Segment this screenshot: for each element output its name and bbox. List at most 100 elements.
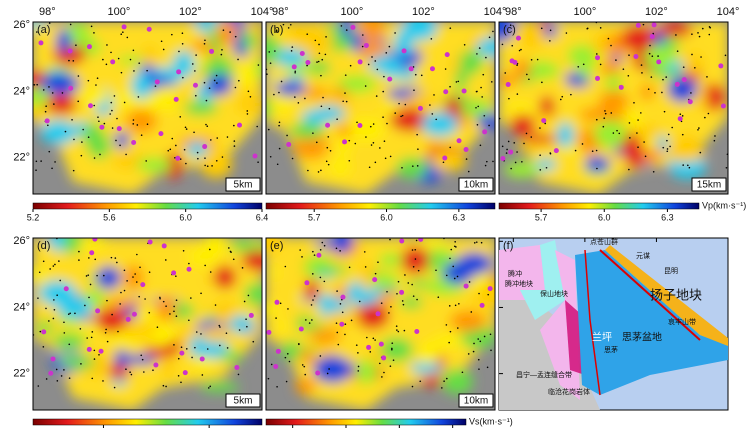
- anomaly: [621, 25, 655, 51]
- event: [654, 91, 656, 94]
- lat-tick-label: 26°: [13, 235, 30, 247]
- event: [84, 304, 86, 307]
- event: [449, 146, 451, 149]
- anomaly: [372, 273, 400, 291]
- event: [110, 101, 113, 104]
- station: [275, 348, 281, 354]
- event: [213, 79, 216, 82]
- station: [298, 326, 304, 332]
- event: [284, 356, 287, 359]
- event: [397, 330, 400, 333]
- event: [175, 144, 177, 147]
- event: [384, 157, 387, 160]
- event: [681, 133, 684, 136]
- event: [208, 87, 211, 89]
- event: [35, 169, 37, 172]
- event: [663, 110, 666, 113]
- anomaly: [191, 356, 216, 371]
- event: [314, 39, 317, 42]
- event: [394, 112, 397, 114]
- event: [628, 168, 630, 171]
- anomaly: [46, 93, 77, 115]
- event: [528, 78, 530, 81]
- event: [120, 291, 122, 294]
- field: [266, 22, 495, 194]
- anomaly: [203, 238, 227, 257]
- event: [205, 99, 208, 102]
- event: [87, 79, 90, 82]
- anomaly: [389, 77, 402, 86]
- event: [647, 88, 650, 90]
- station: [456, 138, 462, 144]
- event: [119, 303, 121, 305]
- event: [96, 77, 99, 79]
- event: [37, 297, 39, 299]
- event: [697, 128, 699, 131]
- event: [374, 161, 377, 164]
- event: [374, 60, 377, 62]
- anomaly: [368, 55, 402, 73]
- event: [67, 313, 70, 315]
- anomaly: [499, 73, 519, 87]
- event: [317, 60, 320, 63]
- depth-label: 10km: [464, 180, 488, 191]
- event: [365, 136, 367, 138]
- event: [637, 119, 639, 121]
- event: [607, 37, 610, 40]
- event: [603, 117, 606, 119]
- event: [120, 33, 123, 36]
- event: [81, 141, 83, 143]
- frame: [32, 21, 263, 195]
- event: [449, 85, 451, 88]
- station: [95, 308, 101, 314]
- event: [690, 92, 692, 94]
- event: [106, 340, 109, 343]
- event: [442, 161, 445, 164]
- field: [499, 22, 728, 194]
- event: [117, 330, 119, 333]
- event: [162, 300, 165, 303]
- event: [271, 249, 274, 252]
- event: [140, 134, 143, 136]
- event: [344, 333, 346, 336]
- event: [335, 322, 338, 324]
- anomaly: [229, 315, 254, 333]
- event: [159, 296, 161, 299]
- event: [75, 44, 77, 46]
- depth-label: 15km: [697, 180, 721, 191]
- event: [704, 116, 706, 119]
- event: [628, 54, 630, 56]
- event: [416, 165, 419, 167]
- event: [599, 27, 602, 29]
- event: [453, 245, 456, 248]
- event: [221, 48, 223, 51]
- event: [137, 96, 140, 98]
- anomaly: [441, 368, 473, 395]
- event: [318, 43, 320, 46]
- depth-box: [458, 393, 494, 408]
- fault: [599, 249, 701, 341]
- anomaly: [206, 73, 232, 96]
- event: [89, 283, 92, 286]
- event: [599, 63, 602, 66]
- anomaly: [199, 381, 240, 393]
- station: [192, 82, 198, 88]
- anomaly: [360, 273, 375, 292]
- event: [473, 342, 475, 345]
- anomaly: [199, 150, 233, 179]
- map-panel: [32, 237, 263, 411]
- station: [429, 66, 435, 72]
- anomaly: [419, 238, 449, 245]
- event: [456, 275, 459, 278]
- anomaly: [504, 102, 536, 114]
- event: [56, 380, 59, 382]
- event: [154, 85, 157, 87]
- lon-tick-label: 102°: [645, 6, 668, 18]
- event: [318, 52, 321, 55]
- event: [320, 169, 322, 172]
- event: [194, 346, 196, 349]
- station: [98, 348, 104, 354]
- station: [171, 270, 177, 276]
- event: [714, 135, 716, 137]
- event: [287, 27, 290, 29]
